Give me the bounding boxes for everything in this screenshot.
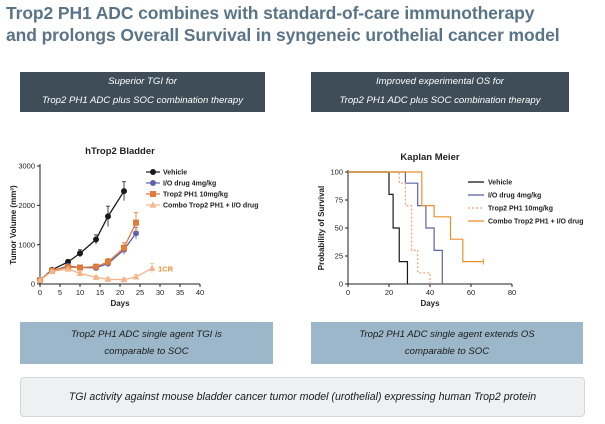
page-title: Trop2 PH1 ADC combines with standard-of-… [6,2,601,46]
x-tick-label: 25 [136,288,144,297]
os-summary-line1: Improved experimental OS for [376,76,504,87]
legend-marker [149,201,157,208]
x-tick-label: 60 [467,288,475,297]
data-point [121,244,127,251]
data-point [133,230,139,237]
x-tick-label: 30 [156,288,164,297]
legend-label: I/O drug 4mg/kg [163,181,216,188]
y-tick-label: 25 [335,252,343,261]
y-tick-label: 0 [31,280,35,289]
survival-curve-0 [348,171,409,284]
x-tick-label: 40 [426,288,434,297]
data-point [121,188,127,195]
legend-marker [150,169,156,175]
legend-label: Combo Trop2 PH1 + I/O drug [488,219,583,226]
data-point [93,263,99,270]
data-point [77,264,83,271]
legend-marker [150,191,156,197]
y-tick-label: 50 [335,224,343,233]
tgi-summary-line2: Trop2 PH1 ADC plus SOC combination thera… [41,95,244,106]
survival-curve-2 [348,171,431,284]
x-tick-label: 0 [346,288,350,297]
data-point [148,264,156,271]
tgi-note-box: Trop2 PH1 ADC single agent TGI is compar… [20,322,273,364]
chart-title: Kaplan Meier [400,152,459,163]
x-tick-label: 80 [508,288,516,297]
tgi-summary-line1: Superior TGI for [108,76,177,87]
data-point [105,213,111,220]
footer-note: TGI activity against mouse bladder cance… [20,377,585,417]
x-axis-label: Days [110,299,130,308]
os-note-line1: Trop2 PH1 ADC single agent extends OS [359,329,535,340]
legend-label: Vehicle [163,170,187,177]
tumor-growth-chart: 0 5 10 15 20 25 30 35 40 0 1000 2000 3000 Days Tumor V… [9,146,258,308]
legend-label: Trop2 PH1 10mg/kg [488,206,553,213]
data-point [120,276,128,283]
tgi-summary-box: Superior TGI for Trop2 PH1 ADC plus SOC … [20,72,265,112]
y-tick-label: 0 [339,280,343,289]
x-tick-label: 35 [176,288,184,297]
data-point [76,269,84,276]
y-tick-label: 75 [335,196,343,205]
data-point [36,276,44,283]
legend-label: Combo Trop2 PH1 + I/O drug [163,203,258,210]
y-tick-label: 1000 [18,240,35,249]
x-tick-label: 0 [38,288,42,297]
os-note-box: Trop2 PH1 ADC single agent extends OS co… [311,322,583,364]
tgi-note-line2: comparable to SOC [104,346,189,357]
x-tick-label: 40 [196,288,204,297]
y-tick-label: 100 [330,168,343,177]
data-point [48,267,56,275]
y-tick-label: 2000 [18,201,35,210]
survival-curve-3 [348,171,484,263]
x-tick-label: 20 [116,288,124,297]
data-point [93,236,99,243]
complete-response-label: 1CR [158,264,174,273]
data-point [104,275,112,282]
data-point [132,273,140,280]
data-point [64,265,72,272]
y-axis-label: Probability of Survival [317,186,326,270]
legend-marker [150,180,156,186]
data-point [77,250,83,257]
y-axis-label: Tumor Volume (mm³) [9,185,18,265]
chart-title: hTrop2 Bladder [85,146,155,157]
data-point [105,258,111,265]
x-tick-label: 10 [76,288,84,297]
legend-label: Trop2 PH1 10mg/kg [163,192,228,199]
data-point [92,273,100,280]
os-summary-box: Improved experimental OS for Trop2 PH1 A… [311,72,569,112]
os-note-line2: comparable to SOC [404,346,490,357]
kaplan-meier-chart: 0 20 40 60 80 0 25 50 75 100 Days Probability of Su… [317,152,583,308]
y-tick-label: 3000 [18,162,35,171]
legend-label: Vehicle [488,180,512,187]
x-axis-label: Days [420,299,440,308]
x-tick-label: 5 [58,288,62,297]
tgi-note-line1: Trop2 PH1 ADC single agent TGI is [71,329,222,340]
legend-label: I/O drug 4mg/kg [488,193,541,200]
page-title-line2: and prolongs Overall Survival in syngene… [6,25,560,45]
os-summary-line2: Trop2 PH1 ADC plus SOC combination thera… [339,95,541,106]
x-tick-label: 20 [385,288,393,297]
x-tick-label: 15 [96,288,104,297]
data-point [133,219,139,226]
page-title-line1: Trop2 PH1 ADC combines with standard-of-… [6,3,535,23]
